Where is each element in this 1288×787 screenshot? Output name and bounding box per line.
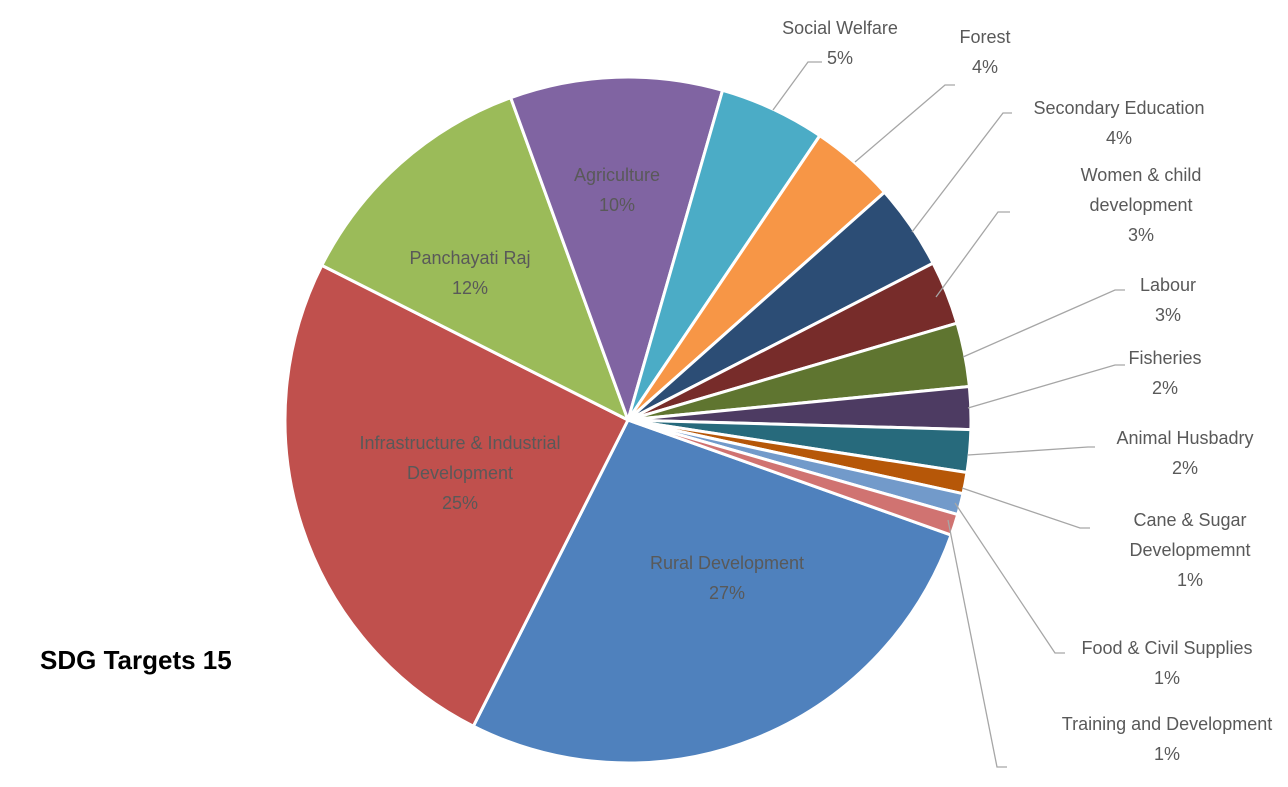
category-label: Rural Development [649,553,805,573]
pie-slice [509,75,725,422]
pie-slice [471,418,953,765]
data-label: Social Welfare 5% [740,13,940,73]
data-label: Forest 4% [925,22,1045,82]
category-label: Fisheries [1128,348,1202,368]
value-label: 10% [598,195,636,215]
data-label: Cane & Sugar Developmemnt 1% [1110,505,1270,595]
value-label: 1% [1176,570,1203,590]
data-label: Labour 3% [1108,270,1228,330]
data-label: Secondary Education 4% [999,93,1239,153]
leader-line [947,519,1007,768]
data-label: Animal Husbadry 2% [1085,423,1285,483]
category-label: Agriculture [573,165,661,185]
leader-line [967,446,1095,456]
data-label: Women & child development 3% [1056,160,1226,250]
data-label: Infrastructure & Industrial Development 2… [320,428,600,518]
leader-line [911,112,1012,233]
category-label: Training and Development [1061,714,1273,734]
value-label: 12% [451,278,489,298]
data-label: Agriculture 10% [537,160,697,220]
category-label: Secondary Education [1033,98,1205,118]
leader-line [935,211,1010,298]
category-label: Panchayati Raj [409,248,531,268]
data-label: Food & Civil Supplies 1% [1047,633,1287,693]
value-label: 4% [1105,128,1132,148]
category-label: Animal Husbadry [1116,428,1254,448]
value-label: 3% [1127,225,1154,245]
chart-title: SDG Targets 15 [40,645,232,675]
pie-slice [283,263,630,728]
value-label: 2% [1171,458,1198,478]
value-label: 1% [1153,744,1180,764]
value-label: 1% [1153,668,1180,688]
leader-line [854,84,955,163]
category-label: Social Welfare [782,18,898,38]
value-label: 4% [971,57,998,77]
data-label: Training and Development 1% [1027,709,1288,769]
data-label: Fisheries 2% [1105,343,1225,403]
category-label: Women & child development [1080,165,1202,215]
value-label: 2% [1151,378,1178,398]
leader-line [961,487,1090,529]
category-label: Food & Civil Supplies [1081,638,1253,658]
category-label: Forest [959,27,1011,47]
data-label: Panchayati Raj 12% [370,243,570,303]
category-label: Cane & Sugar Developmemnt [1129,510,1251,560]
pie-slice [320,96,630,422]
leader-line [772,61,822,111]
data-label: Rural Development 27% [597,548,857,608]
leader-line [954,502,1065,654]
leader-line [962,289,1125,358]
value-label: 5% [826,48,853,68]
category-label: Labour [1139,275,1197,295]
value-label: 27% [708,583,746,603]
category-label: Infrastructure & Industrial Development [359,433,561,483]
value-label: 25% [441,493,479,513]
value-label: 3% [1154,305,1181,325]
leader-line [967,364,1125,409]
